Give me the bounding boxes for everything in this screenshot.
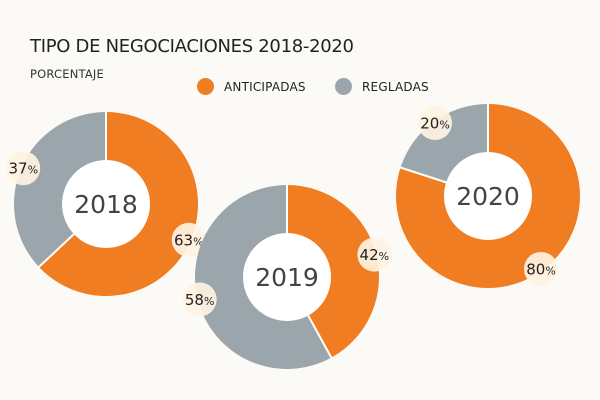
pct-label-anticipadas-2019: 42% — [360, 246, 390, 264]
legend-label-anticipadas: ANTICIPADAS — [224, 79, 306, 94]
chart-title: TIPO DE NEGOCIACIONES 2018-2020 — [30, 36, 354, 57]
year-label-2020: 2020 — [456, 182, 520, 211]
slice-regladas-2018 — [14, 112, 107, 267]
pct-badge-regladas-2019 — [182, 282, 217, 317]
year-label-2019: 2019 — [255, 263, 319, 292]
pct-label-anticipadas-2018: 63% — [174, 231, 204, 249]
year-label-2018: 2018 — [74, 190, 138, 219]
legend-swatch-anticipadas — [197, 78, 214, 95]
donut-center-2019 — [243, 233, 331, 321]
legend-item-regladas: REGLADAS — [335, 78, 429, 95]
pct-badge-anticipadas-2019 — [357, 237, 392, 272]
pct-badge-anticipadas-2020 — [523, 251, 558, 286]
legend-swatch-regladas — [335, 78, 352, 95]
donut-2020: 2020 80% 20% — [396, 103, 580, 288]
donut-2018: 2018 63% 37% — [6, 111, 206, 296]
donut-2019: 2019 42% 58% — [182, 184, 392, 369]
chart-subtitle: PORCENTAJE — [30, 67, 104, 81]
pct-label-regladas-2020: 20% — [420, 115, 450, 133]
donut-center-2018 — [62, 160, 150, 248]
legend-label-regladas: REGLADAS — [362, 79, 429, 94]
pct-label-anticipadas-2020: 80% — [526, 260, 556, 278]
donut-center-2020 — [444, 152, 532, 240]
pct-badge-regladas-2018 — [6, 151, 41, 186]
pct-label-regladas-2019: 58% — [185, 291, 215, 309]
pct-badge-anticipadas-2018 — [171, 222, 206, 257]
legend-item-anticipadas: ANTICIPADAS — [197, 78, 306, 95]
pct-badge-regladas-2020 — [418, 106, 453, 141]
pct-label-regladas-2018: 37% — [8, 160, 38, 178]
